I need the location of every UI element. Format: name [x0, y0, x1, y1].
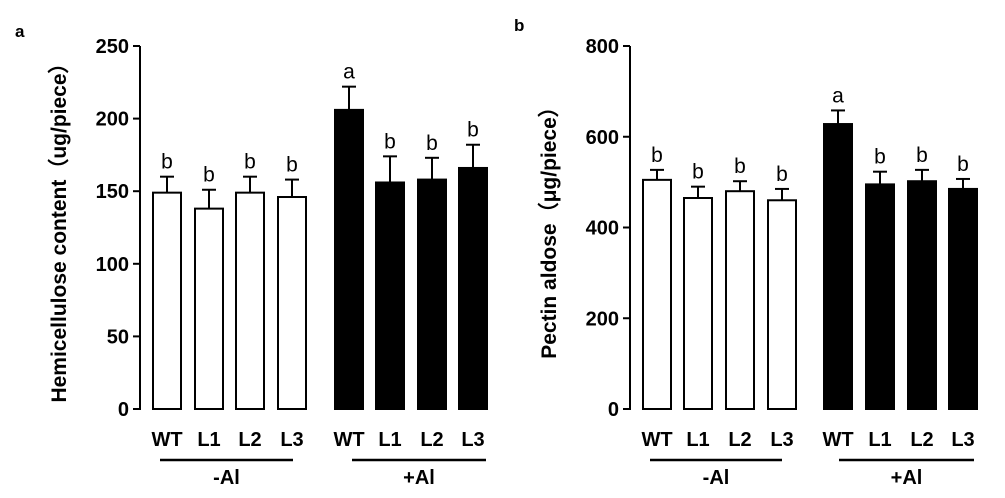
panel-b-letter: b [514, 16, 524, 35]
panel-b-bar-al-l3 [767, 199, 797, 410]
panel-a-bar-al-l3-significance: b [286, 154, 298, 177]
panel-a-y-tick-label-0: 0 [118, 399, 129, 421]
panel-a-bar-al-l1 [194, 207, 224, 410]
panel-a-bar-al-l1 [375, 181, 405, 410]
panel-b-category-label-5: L1 [868, 429, 891, 451]
panel-b-bar-al-l3 [948, 187, 978, 410]
panel-a-letter: a [15, 22, 25, 41]
panel-a-bar-al-l2-significance: b [426, 132, 438, 155]
panel-b-category-label-4: WT [822, 429, 853, 451]
panel-b-bar-al-l2 [725, 190, 755, 410]
panel-a-bar-al-l1-significance: b [384, 130, 396, 153]
panel-b-y-tick-label-200: 200 [586, 308, 619, 330]
panel-b-bar-al-l1-significance: b [692, 161, 704, 184]
panel-a-group-al-plus-label: +Al [403, 467, 435, 489]
panel-a-category-label-3: L3 [280, 429, 303, 451]
panel-a-bar-al-l3-significance: b [467, 119, 479, 142]
panel-b-category-label-6: L2 [910, 429, 933, 451]
panel-a-category-label-5: L1 [378, 429, 401, 451]
panel-b-bar-al-l1 [865, 183, 895, 410]
panel-a-y-tick-label-150: 150 [96, 181, 129, 203]
panel-a-bar-al-l3 [458, 166, 488, 410]
panel-b-y-tick-label-400: 400 [586, 218, 619, 240]
panel-a-category-label-2: L2 [238, 429, 261, 451]
panel-a-y-tick-label-100: 100 [96, 254, 129, 276]
panel-b-y-tick-label-800: 800 [586, 36, 619, 58]
panel-b-bar-al-l3-significance: b [957, 153, 969, 176]
panel-b-bar-al-l3-significance: b [776, 163, 788, 186]
panel-a-bar-al-wt-significance: a [343, 61, 355, 84]
panel-b-bar-al-l1-significance: b [874, 146, 886, 169]
panel-a-bar-al-wt [152, 191, 182, 410]
panel-b-bar-al-wt-significance: b [651, 144, 663, 167]
panel-b-group-al-plus-label: +Al [891, 467, 923, 489]
panel-b-category-label-0: WT [641, 429, 672, 451]
panel-b-bar-al-wt-significance: a [832, 84, 844, 107]
panel-a-category-label-7: L3 [461, 429, 484, 451]
panel-b-category-label-3: L3 [770, 429, 793, 451]
panel-b-y-tick-label-0: 0 [608, 399, 619, 421]
panel-a-bar-al-l2 [417, 178, 447, 410]
panel-a-bar-al-l3 [277, 196, 307, 410]
panel-b-bar-al-l2 [907, 180, 937, 410]
panel-b-pectin-chart: b Pectin aldose（μg/piece） 0 200 400 600 800 b WT… [514, 16, 978, 489]
panel-b-y-axis-label: Pectin aldose（μg/piece） [537, 96, 561, 359]
panel-a-bar-al-l2 [235, 191, 265, 410]
panel-b-group-al-minus-label: -Al [703, 467, 730, 489]
panel-b-bar-al-wt [823, 123, 853, 410]
panel-a-y-axis-label: Hemicellulose content（ug/piece） [47, 52, 71, 402]
panel-a-category-label-6: L2 [420, 429, 443, 451]
panel-a-bar-al-l2-significance: b [244, 151, 256, 174]
panel-b-category-label-2: L2 [728, 429, 751, 451]
panel-a-bar-al-wt-significance: b [161, 151, 173, 174]
panel-a-y-tick-label-250: 250 [96, 36, 129, 58]
panel-a-y-tick-label-200: 200 [96, 109, 129, 131]
panel-b-category-label-1: L1 [686, 429, 709, 451]
panel-a-bar-al-wt [334, 108, 364, 410]
panel-a-hemicellulose-chart: a Hemicellulose content（ug/piece） 0 50 100 15… [15, 22, 488, 489]
panel-b-bar-al-wt [642, 178, 672, 410]
panel-b-bar-al-l2-significance: b [916, 144, 928, 167]
panel-b-bar-al-l2-significance: b [734, 155, 746, 178]
panel-b-bar-al-l1 [683, 197, 713, 410]
panel-a-bar-al-l1-significance: b [203, 164, 215, 187]
panel-a-category-label-0: WT [151, 429, 182, 451]
panel-b-category-label-7: L3 [951, 429, 974, 451]
panel-a-group-al-minus-label: -Al [213, 467, 240, 489]
panel-b-y-tick-label-600: 600 [586, 127, 619, 149]
panel-a-category-label-1: L1 [197, 429, 220, 451]
panel-a-y-tick-label-50: 50 [107, 326, 129, 348]
panel-a-category-label-4: WT [333, 429, 364, 451]
